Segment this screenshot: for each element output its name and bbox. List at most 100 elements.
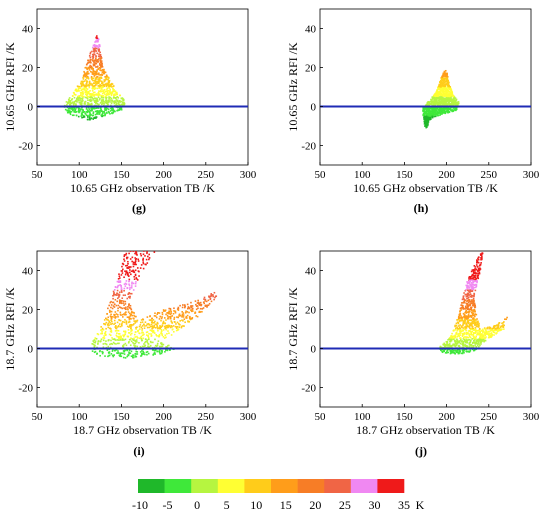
- scatter-point: [448, 104, 451, 106]
- scatter-point: [439, 102, 442, 104]
- scatter-point: [446, 95, 449, 98]
- scatter-point: [444, 345, 447, 347]
- scatter-point: [470, 307, 472, 310]
- scatter-point: [88, 67, 90, 70]
- scatter-point: [432, 98, 434, 100]
- scatter-point: [460, 304, 463, 306]
- scatter-point: [478, 343, 480, 345]
- scatter-point: [150, 325, 153, 328]
- scatter-point: [464, 289, 467, 292]
- scatter-point: [202, 307, 205, 309]
- scatter-point: [446, 73, 448, 75]
- scatter-point: [162, 343, 165, 346]
- scatter-point: [152, 319, 155, 321]
- scatter-point: [98, 44, 100, 46]
- scatter-point: [117, 352, 120, 354]
- scatter-point: [470, 306, 472, 309]
- scatter-point: [101, 99, 104, 102]
- scatter-point: [460, 332, 462, 334]
- scatter-point: [120, 290, 123, 292]
- scatter-point: [73, 107, 76, 109]
- scatter-point: [104, 114, 106, 117]
- scatter-point: [93, 95, 96, 97]
- scatter-point: [115, 103, 118, 106]
- scatter-point: [146, 339, 149, 341]
- scatter-point: [476, 320, 478, 323]
- scatter-point: [450, 339, 453, 342]
- scatter-point: [467, 305, 470, 308]
- scatter-point: [443, 82, 445, 85]
- scatter-point: [466, 339, 469, 342]
- scatter-point: [439, 113, 442, 115]
- scatter-point: [132, 289, 135, 291]
- scatter-point: [504, 318, 506, 321]
- scatter-point: [477, 333, 480, 336]
- scatter-point: [462, 341, 464, 343]
- scatter-point: [136, 279, 139, 281]
- scatter-point: [450, 335, 452, 338]
- scatter-point: [97, 342, 99, 345]
- scatter-point: [89, 113, 92, 116]
- scatter-point: [92, 94, 95, 96]
- scatter-point: [157, 350, 159, 353]
- scatter-point: [474, 341, 477, 343]
- scatter-point: [452, 100, 455, 102]
- y-axis-label: 18.7 GHz RFI /K: [286, 287, 300, 371]
- scatter-point: [98, 72, 100, 75]
- scatter-point: [148, 333, 150, 335]
- scatter-point: [119, 336, 122, 339]
- scatter-point: [72, 103, 75, 105]
- scatter-point: [472, 320, 475, 323]
- scatter-point: [130, 273, 132, 276]
- scatter-point: [161, 350, 163, 352]
- scatter-point: [86, 84, 88, 87]
- scatter-point: [143, 343, 145, 345]
- scatter-point: [469, 333, 471, 336]
- scatter-point: [102, 84, 105, 87]
- scatter-point: [506, 316, 508, 319]
- scatter-point: [473, 349, 476, 352]
- scatter-point: [97, 80, 99, 83]
- scatter-point: [450, 100, 453, 102]
- scatter-point: [92, 58, 94, 60]
- scatter-point: [99, 350, 101, 352]
- scatter-point: [102, 343, 105, 345]
- scatter-point: [113, 306, 116, 308]
- scatter-point: [456, 342, 458, 345]
- scatter-point: [468, 346, 471, 348]
- scatter-point: [448, 91, 451, 93]
- scatter-point: [133, 271, 136, 274]
- scatter-point: [432, 112, 435, 115]
- scatter-point: [110, 300, 112, 303]
- scatter-point: [483, 336, 485, 338]
- scatter-point: [452, 98, 455, 101]
- scatter-point: [144, 338, 147, 341]
- scatter-point: [96, 102, 99, 105]
- scatter-point: [471, 338, 474, 340]
- scatter-point: [441, 78, 444, 81]
- scatter-point: [120, 335, 122, 338]
- scatter-point: [134, 315, 136, 318]
- scatter-point: [110, 353, 113, 355]
- scatter-point: [143, 333, 145, 336]
- scatter-point: [129, 313, 132, 316]
- scatter-point: [104, 355, 106, 357]
- scatter-point: [110, 94, 113, 97]
- scatter-point: [116, 109, 118, 112]
- scatter-point: [129, 286, 131, 289]
- scatter-point: [130, 325, 132, 328]
- scatter-point: [103, 103, 106, 105]
- scatter-point: [94, 97, 97, 100]
- scatter-point: [100, 338, 103, 341]
- scatter-point: [470, 286, 473, 288]
- scatter-point: [429, 111, 432, 113]
- scatter-point: [475, 285, 478, 288]
- scatter-point: [85, 87, 88, 90]
- scatter-point: [67, 101, 69, 104]
- scatter-point: [436, 103, 439, 105]
- scatter-point: [456, 351, 459, 353]
- scatter-point: [118, 296, 120, 298]
- scatter-point: [142, 352, 144, 355]
- scatter-point: [443, 98, 446, 101]
- scatter-point: [188, 311, 190, 314]
